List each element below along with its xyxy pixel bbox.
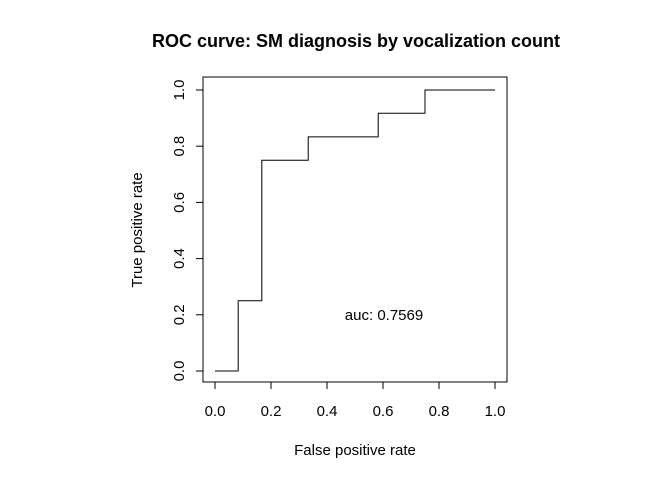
y-tick-label: 0.2 (171, 304, 188, 325)
y-axis-label: True positive rate (129, 172, 146, 287)
y-axis: 0.0 0.2 0.4 0.6 0.8 1.0 (171, 80, 204, 382)
x-tick-label: 0.6 (373, 403, 394, 420)
x-tick-label: 1.0 (485, 403, 506, 420)
chart-title: ROC curve: SM diagnosis by vocalization … (152, 31, 560, 51)
x-tick-label: 0.0 (205, 403, 226, 420)
y-tick-label: 1.0 (171, 80, 188, 101)
y-tick-label: 0.8 (171, 136, 188, 157)
x-tick-label: 0.8 (429, 403, 450, 420)
auc-annotation: auc: 0.7569 (345, 307, 423, 324)
roc-curve-line (215, 89, 495, 372)
plot-frame (202, 76, 508, 383)
y-tick-label: 0.4 (171, 248, 188, 269)
x-axis-label: False positive rate (294, 442, 416, 459)
y-tick-label: 0.6 (171, 192, 188, 213)
x-axis: 0.0 0.2 0.4 0.6 0.8 1.0 (205, 381, 506, 420)
x-tick-label: 0.4 (317, 403, 338, 420)
x-tick-label: 0.2 (261, 403, 282, 420)
y-tick-label: 0.0 (171, 361, 188, 382)
